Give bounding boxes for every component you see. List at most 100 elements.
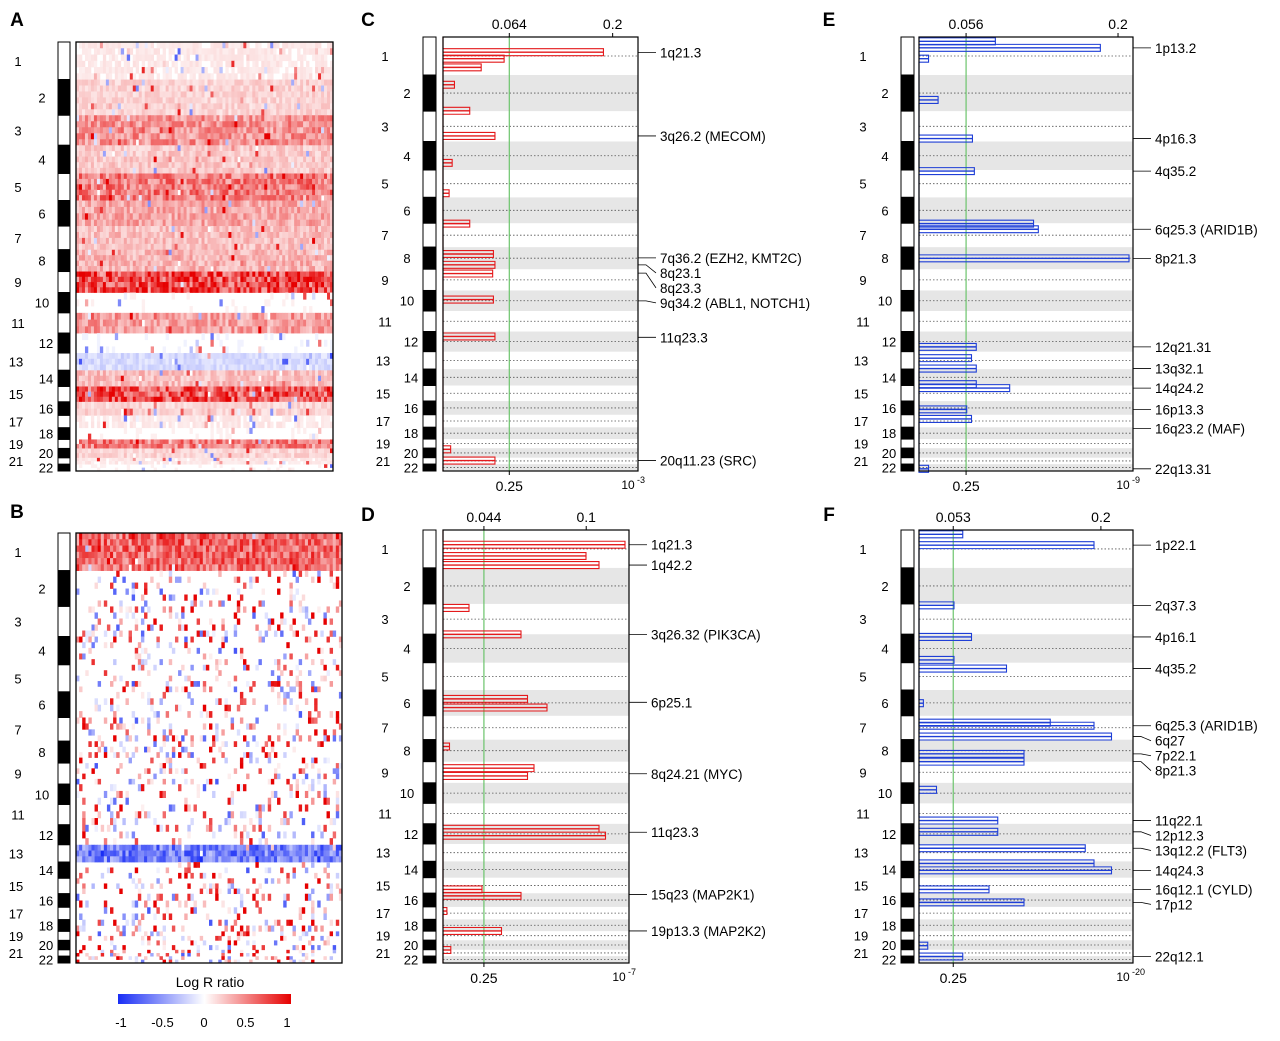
heatmap-cell <box>264 358 268 365</box>
heatmap-cell <box>225 85 229 92</box>
heatmap-cell <box>294 260 298 267</box>
heatmap-cell <box>255 206 259 214</box>
heatmap-cell <box>117 381 122 387</box>
heatmap-cell <box>201 173 205 180</box>
heatmap-cell <box>135 249 140 256</box>
heatmap-cell <box>231 73 235 80</box>
heatmap-cell <box>288 42 292 49</box>
heatmap-cell <box>111 271 116 278</box>
heatmap-cell <box>270 266 274 272</box>
heatmap-cell <box>180 282 184 288</box>
heatmap-cell <box>120 415 125 422</box>
heatmap-cell <box>78 150 83 157</box>
heatmap-cell <box>255 167 259 174</box>
heatmap-cell <box>171 139 175 146</box>
heatmap-cell <box>252 48 256 55</box>
heatmap-cell <box>288 266 292 272</box>
heatmap-cell <box>318 276 322 283</box>
heatmap-cell <box>216 391 220 398</box>
heatmap-cell <box>117 282 122 288</box>
heatmap-cell <box>96 312 101 320</box>
chromosome-ideogram-15 <box>57 385 71 403</box>
heatmap-cell <box>291 184 295 191</box>
heatmap-cell <box>315 226 319 233</box>
heatmap-cell <box>270 326 274 334</box>
heatmap-cell <box>270 243 274 251</box>
heatmap-cell <box>249 386 253 392</box>
heatmap-cell <box>312 408 316 416</box>
heatmap-cell <box>84 162 89 169</box>
heatmap-cell <box>330 109 334 116</box>
heatmap-cell <box>93 326 98 334</box>
heatmap-cell <box>294 219 298 227</box>
heatmap-cell <box>222 127 226 134</box>
heatmap-cell <box>138 133 143 140</box>
heatmap-cell <box>198 364 202 371</box>
heatmap-cell <box>249 391 253 398</box>
heatmap-cell <box>267 408 271 416</box>
heatmap-cell <box>228 381 232 387</box>
heatmap-cell <box>129 326 134 334</box>
heatmap-cell <box>81 386 86 392</box>
heatmap-cell <box>315 156 319 163</box>
heatmap-cell <box>120 219 125 227</box>
heatmap-cell <box>303 249 307 256</box>
heatmap-cell <box>195 231 199 239</box>
heatmap-cell <box>78 60 83 68</box>
heatmap-cell <box>117 67 122 74</box>
heatmap-cell <box>246 97 250 104</box>
heatmap-cell <box>147 386 152 392</box>
heatmap-cell <box>132 145 137 152</box>
heatmap-cell <box>123 358 128 365</box>
heatmap-cell <box>321 381 325 387</box>
heatmap-cell <box>126 353 131 360</box>
heatmap-cell <box>156 115 160 122</box>
heatmap-cell <box>108 91 113 98</box>
heatmap-cell <box>108 173 113 180</box>
heatmap-cell <box>240 145 244 152</box>
heatmap-cell <box>87 266 92 272</box>
heatmap-cell <box>165 333 169 341</box>
heatmap-cell <box>288 386 292 392</box>
heatmap-cell <box>216 287 220 293</box>
heatmap-cell <box>270 200 274 208</box>
chromosome-label-13: 13 <box>9 355 23 370</box>
heatmap-cell <box>324 67 328 74</box>
heatmap-cell <box>303 401 307 409</box>
heatmap-cell <box>204 408 208 416</box>
heatmap-cell <box>189 195 193 201</box>
heatmap-cell <box>102 396 107 403</box>
heatmap-cell <box>297 85 301 92</box>
heatmap-cell <box>105 97 110 104</box>
heatmap-cell <box>327 326 331 334</box>
heatmap-cell <box>327 353 331 360</box>
heatmap-cell <box>255 42 259 49</box>
heatmap-cell <box>243 415 247 422</box>
heatmap-cell <box>123 364 128 371</box>
heatmap-cell <box>306 79 310 86</box>
heatmap-cell <box>117 326 122 334</box>
heatmap-cell <box>306 249 310 256</box>
heatmap-cell <box>165 312 169 320</box>
heatmap-cell <box>213 255 217 261</box>
heatmap-cell <box>267 299 271 307</box>
heatmap-cell <box>243 226 247 233</box>
heatmap-cell <box>210 48 214 55</box>
heatmap-cell <box>315 162 319 169</box>
heatmap-cell <box>135 42 140 49</box>
heatmap-cell <box>120 139 125 146</box>
heatmap-cell <box>183 73 187 80</box>
heatmap-cell <box>270 67 274 74</box>
heatmap-cell <box>162 381 166 387</box>
heatmap-cell <box>237 260 241 267</box>
heatmap-cell <box>183 386 187 392</box>
heatmap-cell <box>324 326 328 334</box>
heatmap-cell <box>126 255 131 261</box>
heatmap-cell <box>132 109 137 116</box>
heatmap-cell <box>156 255 160 261</box>
heatmap-cell <box>201 139 205 146</box>
heatmap-cell <box>246 115 250 122</box>
heatmap-cell <box>183 79 187 86</box>
heatmap-cell <box>252 206 256 214</box>
heatmap-cell <box>189 79 193 86</box>
